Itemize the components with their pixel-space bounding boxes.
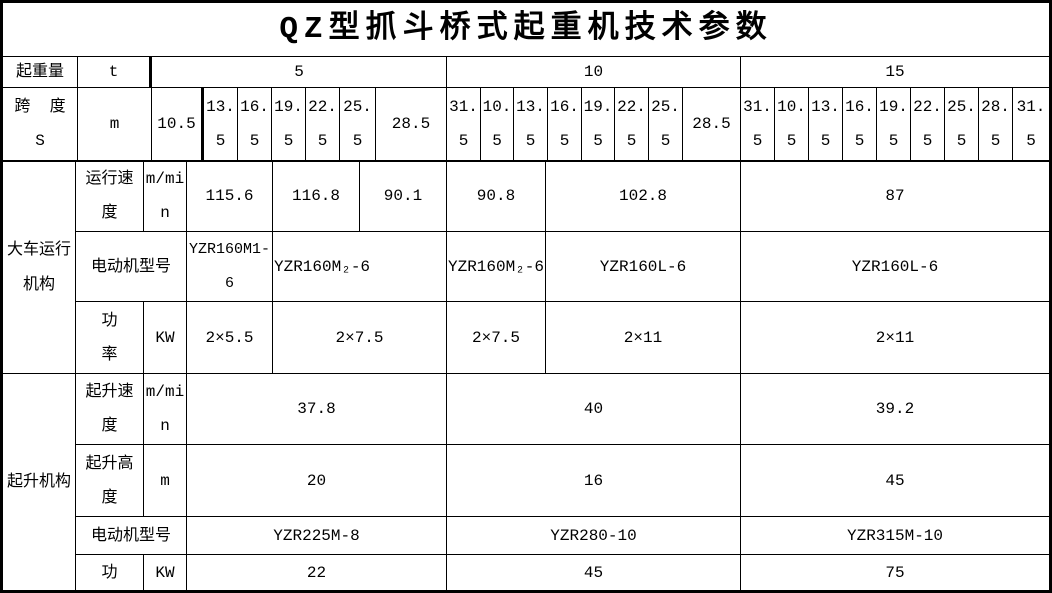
span-value-cell: 28.5 <box>683 88 741 160</box>
hoist-height-value: 45 <box>885 471 905 490</box>
travel-power-value: 2×11 <box>546 302 741 373</box>
span-value-cell: 16. 5 <box>238 88 272 160</box>
travel-power-value: 2×7.5 <box>273 302 447 373</box>
hoist-motor-value: YZR315M-10 <box>846 526 943 545</box>
hoist-speed-value: 37.8 <box>187 374 447 444</box>
section-trolley-travel: 大车运行 机构 运行速 度 m/mi n 115.6 116.8 90.1 90… <box>3 162 1049 374</box>
hoist-motor-value: YZR280-10 <box>447 517 741 554</box>
travel-motor-value: YZR160L-6 <box>851 257 939 276</box>
hoist-speed-row: 起升速 度 m/mi n 37.8 40 39.2 <box>76 374 1049 445</box>
hoist-height-label: 起升高 度 <box>76 445 144 516</box>
capacity-group-10: 10 <box>447 57 741 87</box>
hoist-height-row: 起升高 度 m 20 16 45 <box>76 445 1049 517</box>
travel-speed-value: 87 <box>885 187 905 206</box>
span-value-cell: 28. 5 <box>979 88 1013 160</box>
travel-power-value: 2×7.5 <box>447 302 546 373</box>
span-value-cell: 19. 5 <box>582 88 615 160</box>
travel-power-label: 功 率 <box>76 302 144 373</box>
travel-power-unit: KW <box>144 302 187 373</box>
span-value-cell: 16. 5 <box>548 88 582 160</box>
span-value-cell: 13. 5 <box>809 88 843 160</box>
hoist-power-value: 75 <box>885 563 905 582</box>
capacity-group-5: 5 <box>152 57 447 87</box>
hoist-power-value: 22 <box>187 555 447 590</box>
capacity-label: 起重量 <box>3 57 78 87</box>
span-value-cell: 13. 5 <box>204 88 238 160</box>
span-value-cell: 16. 5 <box>843 88 877 160</box>
capacity-unit: t <box>78 57 152 87</box>
travel-motor-value: YZR160L-6 <box>546 231 741 302</box>
span-value-cell: 19. 5 <box>877 88 911 160</box>
travel-power-value: 2×5.5 <box>187 302 273 373</box>
travel-motor-label: 电动机型号 <box>76 231 187 302</box>
travel-motor-row: 电动机型号 YZR160M1- 6 YZR160M₂-6 YZR160M₂-6 … <box>76 231 1049 303</box>
span-label: 跨 度 S <box>3 88 78 160</box>
span-value-cell: 31. 5 <box>1016 98 1046 150</box>
span-row: 跨 度 S m 10.5 13. 5 16. 5 19. 5 22. 5 25.… <box>3 88 1049 162</box>
span-value-cell: 22. 5 <box>911 88 945 160</box>
span-value-cell: 25. 5 <box>649 88 683 160</box>
travel-speed-value: 102.8 <box>546 162 741 231</box>
page-title: QZ型抓斗桥式起重机技术参数 <box>279 11 773 47</box>
span-value-cell: 10.5 <box>152 88 204 160</box>
span-value-cell: 31. 5 <box>741 88 775 160</box>
travel-speed-label: 运行速 度 <box>76 162 144 231</box>
span-value-cell: 10. 5 <box>775 88 809 160</box>
span-value-cell: 13. 5 <box>514 88 548 160</box>
span-value-cell: 22. 5 <box>306 88 340 160</box>
travel-motor-value: YZR160M₂-6 <box>273 231 447 302</box>
span-value-cell: 25. 5 <box>340 88 376 160</box>
travel-speed-value: 116.8 <box>273 162 360 231</box>
hoist-speed-value: 39.2 <box>875 400 915 418</box>
section-label-trolley: 大车运行 机构 <box>3 162 76 373</box>
span-value-cell: 10. 5 <box>481 88 514 160</box>
section-hoisting: 起升机构 起升速 度 m/mi n 37.8 40 39.2 起升高 度 m 2… <box>3 374 1049 590</box>
title-row: QZ型抓斗桥式起重机技术参数 <box>3 3 1049 57</box>
hoist-motor-value: YZR225M-8 <box>187 517 447 554</box>
span-value-cell: 22. 5 <box>615 88 649 160</box>
capacity-row: 起重量 t 5 10 15 <box>3 57 1049 88</box>
hoist-speed-value: 40 <box>447 374 741 444</box>
travel-speed-value: 90.8 <box>447 162 546 231</box>
travel-speed-unit: m/mi n <box>144 162 187 231</box>
hoist-height-unit: m <box>144 445 187 516</box>
hoist-power-unit: KW <box>144 555 187 590</box>
section-label-hoisting: 起升机构 <box>3 374 76 590</box>
span-unit: m <box>78 88 152 160</box>
travel-speed-value: 115.6 <box>187 162 273 231</box>
span-value-cell: 31. 5 <box>447 88 481 160</box>
hoist-power-row: 功 KW 22 45 75 <box>76 555 1049 590</box>
capacity-group-15: 15 <box>885 63 905 81</box>
hoist-height-value: 16 <box>447 445 741 516</box>
travel-speed-row: 运行速 度 m/mi n 115.6 116.8 90.1 90.8 102.8… <box>76 162 1049 232</box>
hoist-speed-unit: m/mi n <box>144 374 187 444</box>
travel-power-row: 功 率 KW 2×5.5 2×7.5 2×7.5 2×11 2×11 <box>76 302 1049 373</box>
span-value-cell: 25. 5 <box>945 88 979 160</box>
travel-motor-value: YZR160M1- 6 <box>187 231 273 302</box>
travel-motor-value: YZR160M₂-6 <box>447 231 546 302</box>
span-value-cell: 28.5 <box>376 88 447 160</box>
hoist-power-value: 45 <box>447 555 741 590</box>
travel-power-value: 2×11 <box>875 328 915 347</box>
hoist-height-value: 20 <box>187 445 447 516</box>
span-value-cell: 19. 5 <box>272 88 306 160</box>
hoist-power-label: 功 <box>76 555 144 590</box>
hoist-speed-label: 起升速 度 <box>76 374 144 444</box>
hoist-motor-label: 电动机型号 <box>76 517 187 554</box>
hoist-motor-row: 电动机型号 YZR225M-8 YZR280-10 YZR315M-10 <box>76 517 1049 555</box>
travel-speed-value: 90.1 <box>360 162 447 231</box>
